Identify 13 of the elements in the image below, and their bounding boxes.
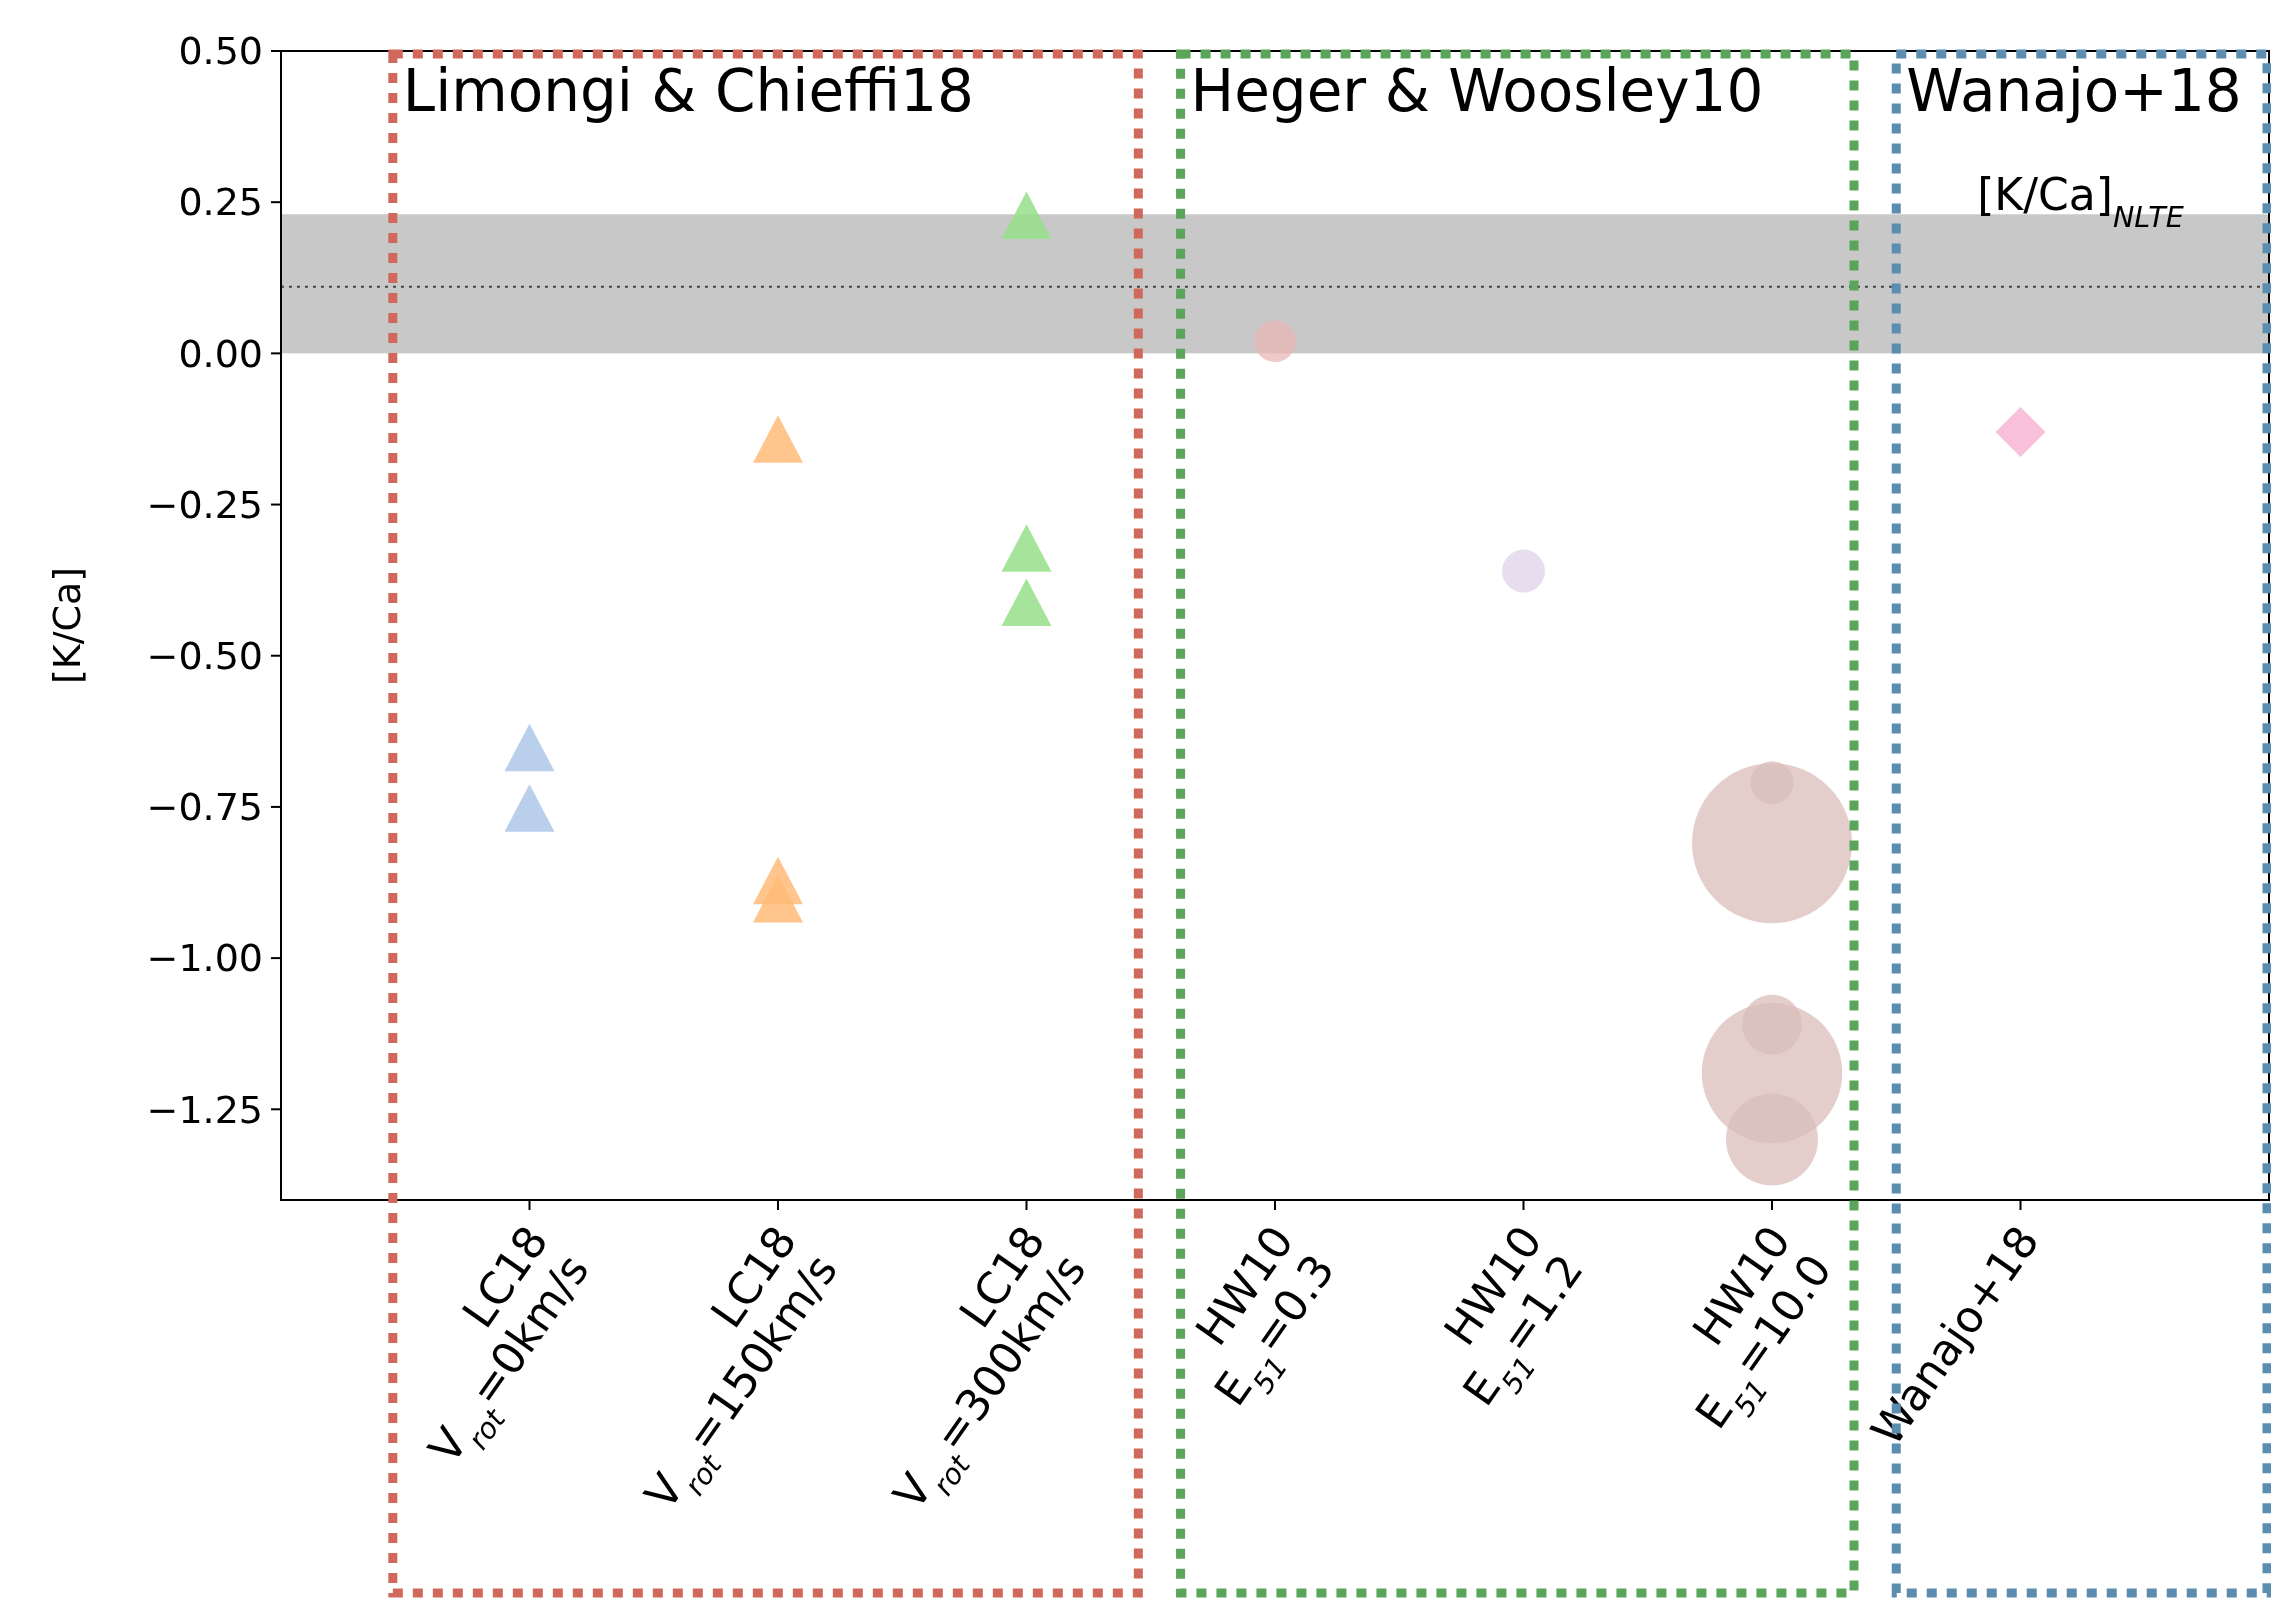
- y-tick-label: −0.25: [146, 482, 263, 527]
- y-tick-label: 0.50: [178, 29, 263, 74]
- annotation: Limongi & Chieffi18: [402, 57, 974, 125]
- annotation: Heger & Woosley10: [1190, 57, 1764, 125]
- y-tick-label: −1.00: [146, 936, 263, 981]
- y-tick-label: −0.50: [146, 634, 263, 679]
- y-tick-label: −1.25: [146, 1087, 263, 1132]
- y-tick-label: 0.25: [178, 180, 263, 225]
- annotation: Wanajo+18: [1906, 57, 2242, 125]
- y-tick-label: −0.75: [146, 785, 263, 830]
- band-label: [K/Ca]$_{NLTE}$: [1977, 169, 2185, 235]
- y-tick-label: 0.00: [178, 331, 263, 376]
- y-axis-title: [K/Ca]: [45, 566, 89, 685]
